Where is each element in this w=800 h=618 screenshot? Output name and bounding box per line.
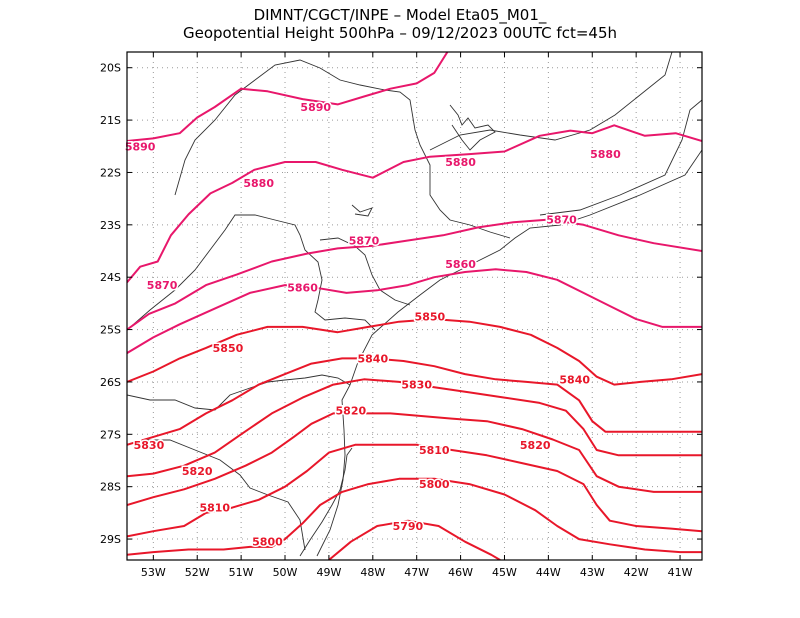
lon-tick-label: 46W (448, 566, 473, 579)
contour-label: 5810 (419, 444, 450, 457)
lat-tick-label: 21S (100, 114, 121, 127)
lon-tick-label: 43W (580, 566, 605, 579)
lat-tick-label: 27S (100, 428, 121, 441)
height-contours (127, 52, 702, 560)
contour-label: 5830 (134, 439, 165, 452)
contour-label: 5850 (415, 310, 446, 323)
contour-5810 (127, 443, 702, 538)
lon-tick-label: 49W (316, 566, 341, 579)
contour-label: 5880 (445, 156, 476, 169)
contour-5890 (127, 52, 449, 142)
lagoon (299, 447, 353, 557)
contour-label: 5820 (182, 465, 213, 478)
lon-tick-label: 41W (668, 566, 693, 579)
contour-label: 5870 (147, 279, 178, 292)
state-border (127, 439, 306, 551)
lake (351, 204, 373, 217)
lat-tick-label: 25S (100, 324, 121, 337)
lon-tick-label: 48W (360, 566, 385, 579)
contour-label: 5820 (336, 405, 367, 418)
contour-labels: 5890 5890 5880 5880 5880 5870 5870 5870 5860 5860… (123, 99, 622, 550)
coastline (316, 149, 702, 557)
lon-tick-label: 51W (229, 566, 254, 579)
contour-label: 5870 (546, 214, 577, 227)
lat-tick-label: 28S (100, 481, 121, 494)
graticule (127, 52, 702, 560)
lon-tick-label: 50W (273, 566, 298, 579)
title-line-1: DIMNT/CGCT/INPE – Model Eta05_M01_ (253, 6, 547, 24)
lon-tick-label: 52W (185, 566, 210, 579)
lon-tick-label: 53W (141, 566, 166, 579)
state-border (127, 374, 351, 411)
contour-5830 (127, 378, 702, 478)
contour-5800 (127, 477, 702, 556)
lon-tick-label: 44W (536, 566, 561, 579)
title-line-2: Geopotential Height 500hPa – 09/12/2023 … (183, 24, 617, 42)
state-border (319, 237, 411, 306)
contour-label: 5850 (213, 342, 244, 355)
contour-label: 5830 (401, 379, 432, 392)
state-border (429, 52, 673, 151)
lon-tick-label: 42W (624, 566, 649, 579)
contour-5860 (127, 268, 702, 354)
contour-label: 5820 (520, 439, 551, 452)
contour-label: 5800 (419, 478, 450, 491)
contour-label: 5880 (243, 177, 274, 190)
contour-label: 5860 (445, 258, 476, 271)
contour-label: 5890 (300, 101, 331, 114)
contour-5790 (328, 519, 501, 560)
contour-label: 5810 (199, 502, 230, 515)
map-frame (126, 51, 703, 561)
contour-5840 (127, 357, 702, 446)
contour-label: 5840 (357, 352, 388, 365)
contour-5850 (127, 318, 702, 386)
lat-tick-label: 29S (100, 533, 121, 546)
state-border (127, 214, 376, 331)
lat-tick-label: 22S (100, 166, 121, 179)
river (449, 104, 496, 151)
contour-5820 (127, 412, 702, 506)
lat-tick-label: 24S (100, 271, 121, 284)
axis-ticks: 53W 52W 51W 50W 49W 48W 47W 46W 45W 44W 43W 42W 41W 2… (100, 52, 702, 579)
lat-tick-label: 20S (100, 62, 121, 75)
lat-tick-label: 26S (100, 376, 121, 389)
contour-5870 (127, 218, 702, 331)
lon-tick-label: 47W (404, 566, 429, 579)
political-borders (127, 52, 702, 557)
lon-tick-label: 45W (492, 566, 517, 579)
contour-label: 5880 (590, 148, 621, 161)
contour-label: 5890 (125, 140, 156, 153)
lat-tick-label: 23S (100, 219, 121, 232)
contour-label: 5860 (287, 282, 318, 295)
state-border (174, 59, 511, 239)
contour-label: 5790 (393, 520, 424, 533)
contour-label: 5840 (559, 373, 590, 386)
contour-label: 5800 (252, 536, 283, 549)
contour-5880 (127, 124, 702, 284)
state-border (539, 99, 702, 216)
contour-label: 5870 (349, 235, 380, 248)
